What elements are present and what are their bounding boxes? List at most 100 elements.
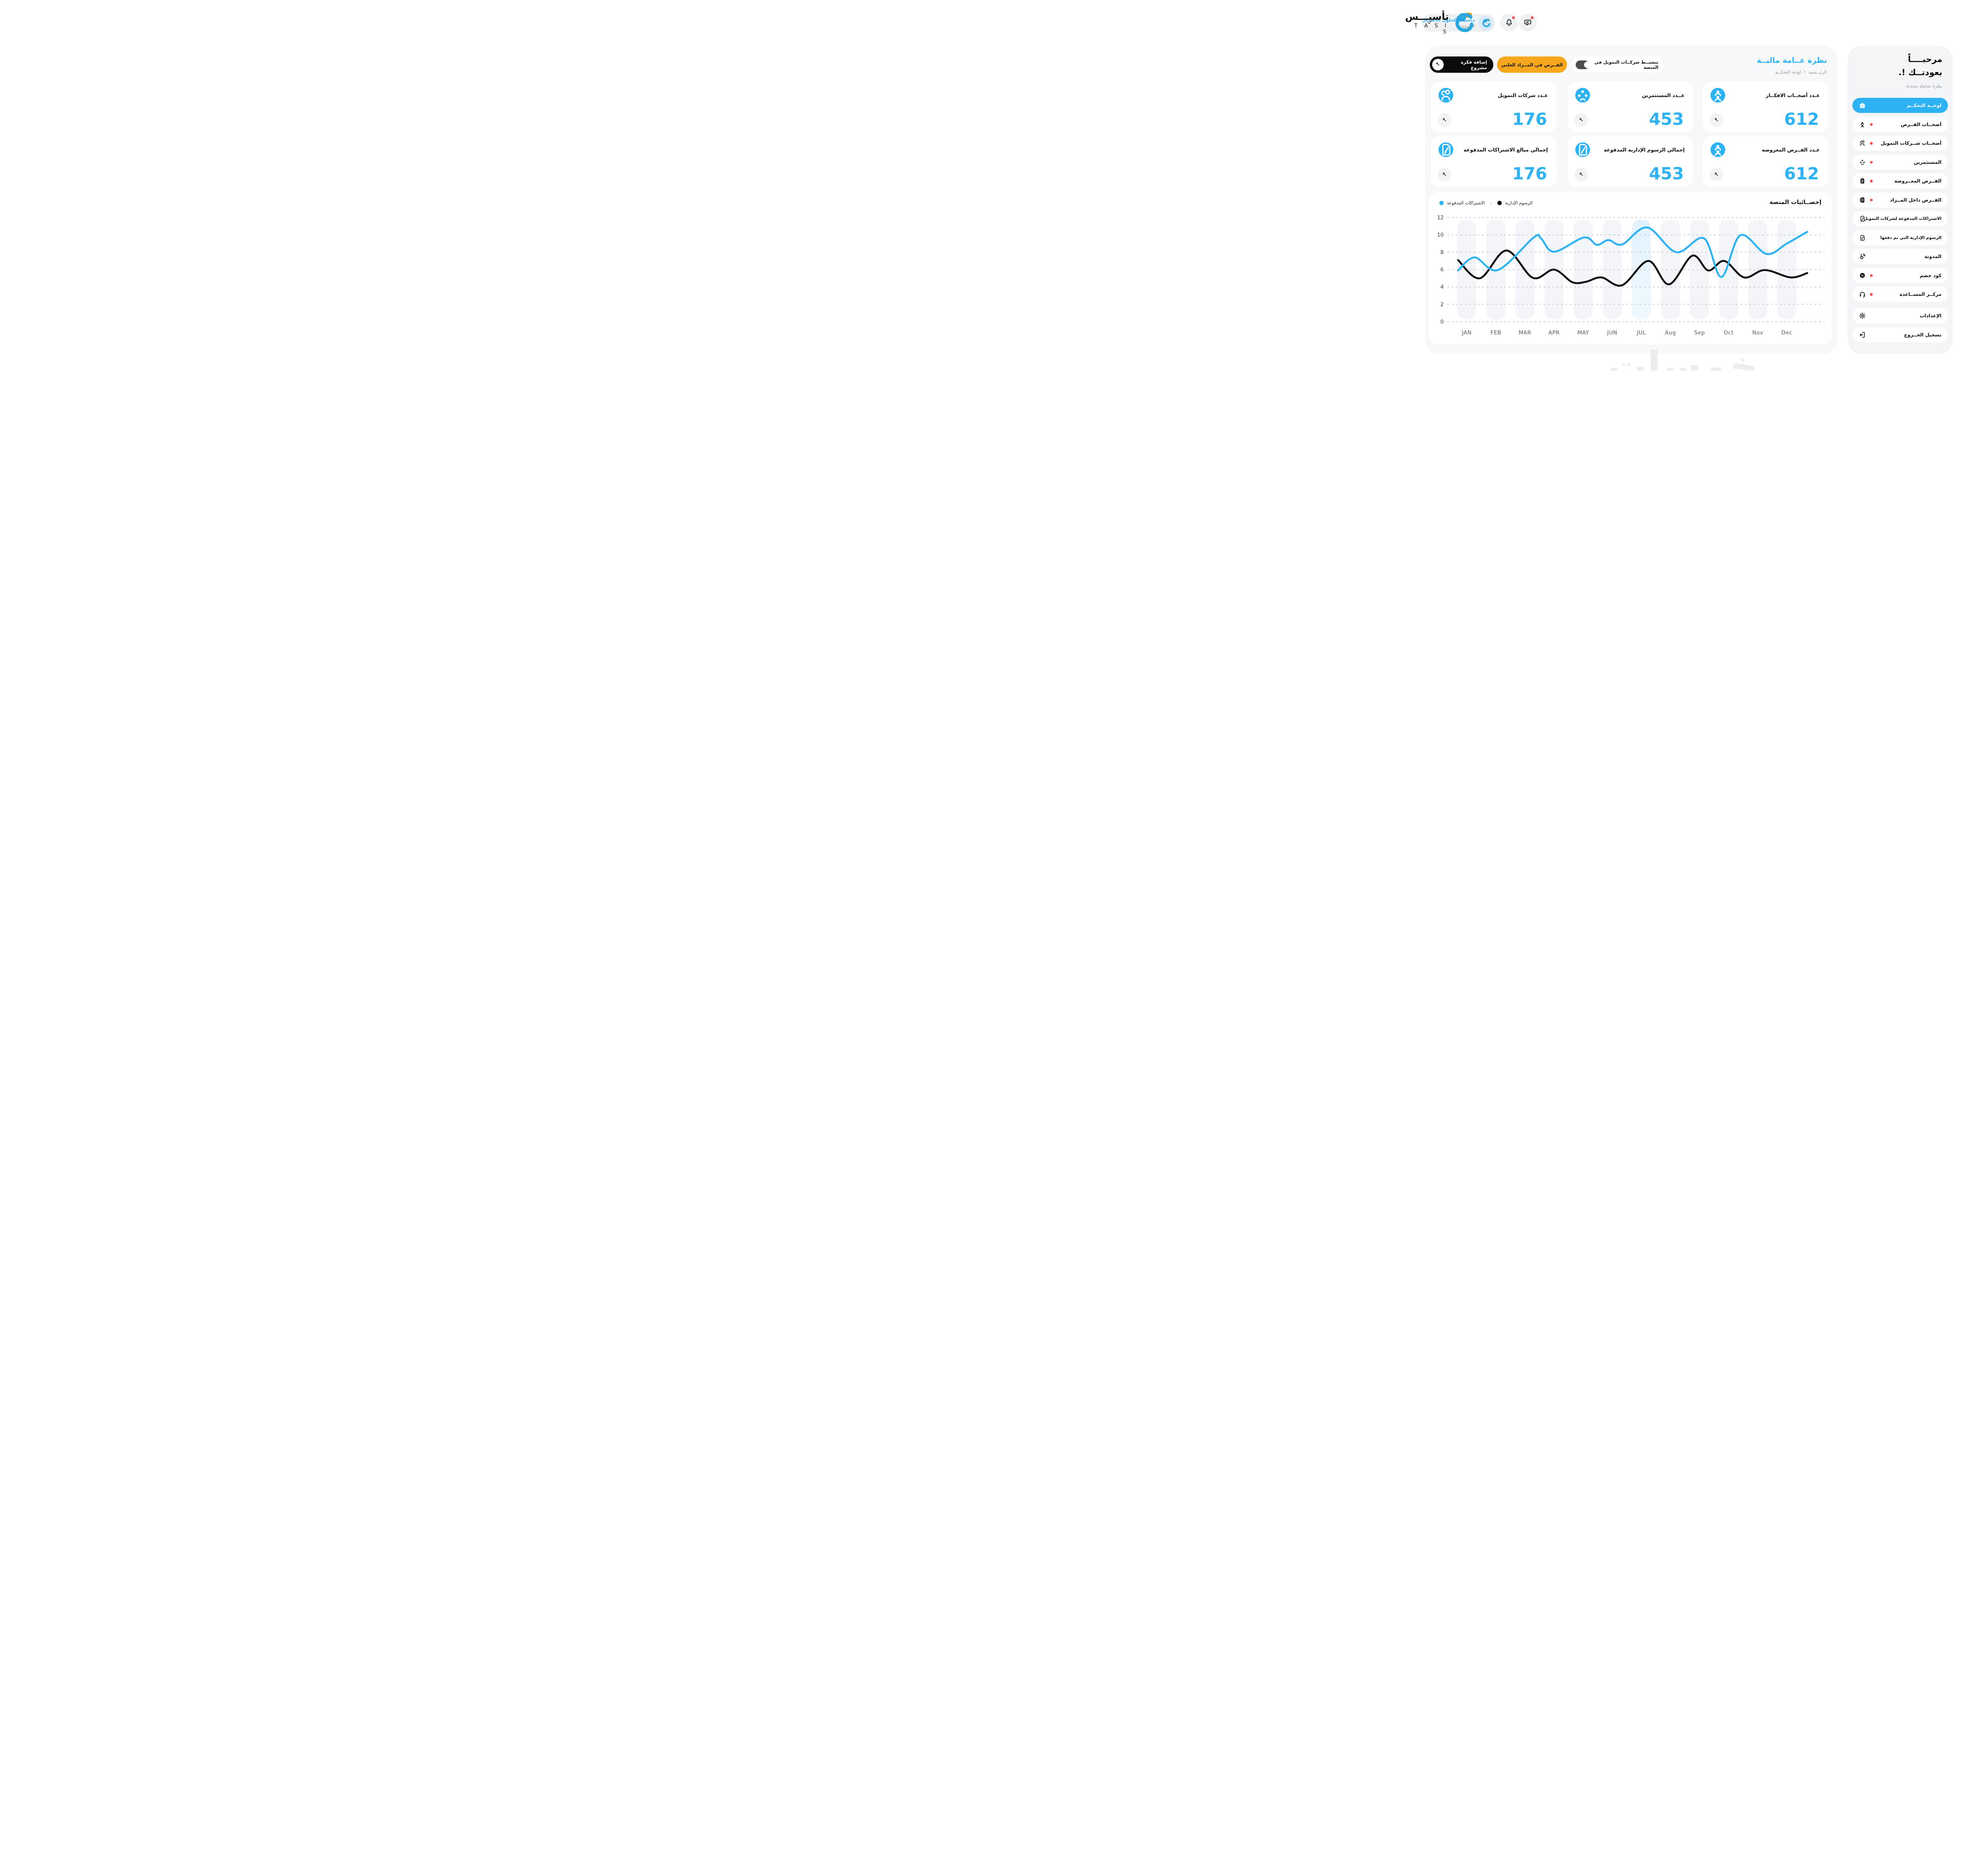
sidebar-item-label: تسجيل الخــروج bbox=[1904, 332, 1941, 338]
sidebar-item-gear[interactable]: الإعدادات bbox=[1852, 308, 1948, 323]
sidebar-item-logout[interactable]: تسجيل الخــروج bbox=[1852, 327, 1948, 342]
receipt-icon bbox=[1439, 142, 1453, 157]
stat-value: 176 bbox=[1512, 109, 1547, 129]
main-panel: نظرة عــامة ماليــة الرئيــسية ‹ لوحة ال… bbox=[1425, 46, 1837, 354]
sidebar-item-label: أصحــاب الفــرص bbox=[1901, 121, 1941, 127]
stat-value: 176 bbox=[1512, 164, 1547, 183]
chart-legend: الاشتراكات المدفوعة الرسوم الإدارية bbox=[1439, 200, 1533, 206]
sidebar-item-receipt[interactable]: الاشتراكات المدفوعة لشركات التمويل bbox=[1852, 211, 1948, 226]
sidebar-item-percent[interactable]: كود خصم bbox=[1852, 268, 1948, 283]
breadcrumb-home[interactable]: الرئيــسية bbox=[1808, 69, 1827, 75]
arrow-up-left-icon: ↖ bbox=[1432, 59, 1444, 70]
brand-logo: تأسيـــس T A S I S bbox=[1405, 11, 1474, 36]
tasis-admin-dashboard: تـأسيس لحلول الأعمـال المسؤول تأسيـــس T… bbox=[1377, 0, 1988, 371]
alert-dot bbox=[1870, 142, 1873, 145]
stat-label: إجمالي مبالغ الاشتراكات المدفوعة bbox=[1464, 147, 1548, 153]
sidebar-item-home[interactable]: لوحــة التحكــم bbox=[1852, 98, 1948, 113]
x-tick-label: JUN bbox=[1607, 330, 1617, 336]
x-tick-label: APR bbox=[1548, 330, 1559, 336]
arrow-up-left-icon[interactable]: ↖ bbox=[1710, 113, 1723, 127]
alert-dot bbox=[1870, 198, 1873, 201]
stat-label: عــدد المستثمرين bbox=[1642, 92, 1685, 98]
stat-value: 453 bbox=[1649, 109, 1684, 129]
sidebar-item-user[interactable]: أصحــاب شــركات التمويل bbox=[1852, 136, 1948, 151]
x-tick-label: JUL bbox=[1637, 330, 1646, 336]
alert-dot bbox=[1870, 123, 1873, 126]
sidebar-item-label: الإعدادات bbox=[1920, 313, 1941, 319]
watermark: خمسات bbox=[1607, 343, 1758, 371]
sidebar-item-blog[interactable]: المدونة bbox=[1852, 249, 1948, 264]
y-tick-label: 8 bbox=[1441, 250, 1444, 256]
bell-icon bbox=[1505, 18, 1513, 27]
gear-icon bbox=[1859, 312, 1866, 319]
sidebar-item-team[interactable]: أصحــاب الفــرص bbox=[1852, 117, 1948, 132]
stat-value: 453 bbox=[1649, 164, 1684, 183]
line-chart: 0 2 4 6 8 10 12 JAN FEB MAR APR MAY JUN JUL Aug Sep Oct N… bbox=[1432, 212, 1829, 341]
clipboard-icon bbox=[1859, 177, 1866, 185]
sidebar-item-label: الرسوم الإدارية التي تم دفعها bbox=[1880, 235, 1941, 240]
toggle-knob[interactable] bbox=[1584, 61, 1590, 68]
avatar bbox=[1478, 15, 1493, 31]
notifications-button[interactable] bbox=[1500, 14, 1518, 31]
logo-latin: T A S I S bbox=[1414, 23, 1449, 35]
arrow-up-left-icon[interactable]: ↖ bbox=[1438, 168, 1451, 181]
logo-arabic: تأسيـــس bbox=[1405, 11, 1449, 22]
sidebar: مرحبــــاً بعودتــك !. نظرة شاملة محدثة.… bbox=[1848, 46, 1953, 354]
receipt-icon bbox=[1859, 215, 1866, 222]
sidebar-item-group[interactable]: المستثمرين bbox=[1852, 154, 1948, 170]
x-tick-label: Nov bbox=[1752, 330, 1763, 336]
logo-swirl-icon bbox=[1452, 12, 1474, 34]
x-tick-label: MAR bbox=[1519, 330, 1532, 336]
arrow-up-left-icon[interactable]: ↖ bbox=[1710, 168, 1723, 181]
sidebar-item-label: مركــز المســاعدة bbox=[1899, 291, 1941, 297]
arrow-up-left-icon[interactable]: ↖ bbox=[1574, 168, 1588, 181]
stat-label: عـدد الفــرص المعروضة bbox=[1762, 147, 1820, 153]
public-auction-label: الفــرص في المــزاد العلني bbox=[1501, 62, 1563, 68]
group-icon bbox=[1575, 88, 1590, 103]
stat-label: إجمالي الرسوم الإدارية المدفوعة bbox=[1604, 147, 1685, 153]
sidebar-item-receipt[interactable]: الرسوم الإدارية التي تم دفعها bbox=[1852, 230, 1948, 245]
blog-icon bbox=[1859, 253, 1866, 260]
notification-badge bbox=[1512, 16, 1515, 19]
toggle-label: تنشيــط شركــات التمويل في المنصة bbox=[1594, 59, 1658, 70]
sidebar-item-label: الاشتراكات المدفوعة لشركات التمويل bbox=[1864, 216, 1941, 221]
alert-dot bbox=[1870, 161, 1873, 163]
team-icon bbox=[1710, 88, 1725, 103]
messages-button[interactable] bbox=[1519, 14, 1537, 31]
month-band bbox=[1690, 220, 1709, 319]
arrow-up-left-icon[interactable]: ↖ bbox=[1438, 113, 1451, 127]
x-tick-label: Oct bbox=[1724, 330, 1734, 336]
home-icon bbox=[1859, 102, 1866, 109]
sidebar-item-clipboard[interactable]: الفــرص المعــروضة bbox=[1852, 173, 1948, 188]
y-tick-label: 2 bbox=[1441, 302, 1444, 308]
breadcrumb: الرئيــسية ‹ لوحة التحكــم bbox=[1775, 69, 1827, 75]
message-badge bbox=[1531, 16, 1534, 19]
y-tick-label: 10 bbox=[1437, 232, 1444, 238]
user-icon bbox=[1859, 140, 1866, 147]
alert-dot bbox=[1870, 180, 1873, 183]
chevron-down-icon[interactable] bbox=[1427, 20, 1432, 25]
month-band bbox=[1777, 220, 1797, 319]
breadcrumb-current: لوحة التحكــم bbox=[1775, 69, 1801, 75]
welcome-subtitle: نظرة شاملة محدثة. bbox=[1905, 83, 1942, 89]
public-auction-button[interactable]: الفــرص في المــزاد العلني bbox=[1497, 56, 1567, 73]
x-tick-label: FEB bbox=[1491, 330, 1501, 336]
add-project-idea-button[interactable]: إضافة فكرة مشروع ↖ bbox=[1430, 56, 1493, 73]
y-tick-label: 6 bbox=[1441, 267, 1444, 273]
arrow-up-left-icon[interactable]: ↖ bbox=[1574, 113, 1588, 127]
sidebar-item-label: الفــرص المعــروضة bbox=[1894, 178, 1941, 184]
brand-swirl-icon bbox=[1481, 18, 1491, 28]
receipt-icon bbox=[1859, 234, 1866, 241]
stat-card: عـدد أصحــاب الافكــار 612 ↖ bbox=[1703, 82, 1829, 132]
sidebar-item-label: المستثمرين bbox=[1914, 159, 1942, 165]
sidebar-item-label: الفــرص داخل المــزاد bbox=[1890, 197, 1941, 203]
alert-dot bbox=[1870, 274, 1873, 277]
group-icon bbox=[1859, 159, 1866, 166]
alert-dot bbox=[1870, 293, 1873, 296]
sidebar-item-headset[interactable]: مركــز المســاعدة bbox=[1852, 287, 1948, 302]
funding-companies-toggle[interactable] bbox=[1576, 60, 1590, 69]
stat-value: 612 bbox=[1784, 164, 1819, 183]
sidebar-item-notebook[interactable]: الفــرص داخل المــزاد bbox=[1852, 192, 1948, 208]
stat-label: عـدد أصحــاب الافكــار bbox=[1766, 92, 1820, 98]
percent-icon bbox=[1859, 272, 1866, 279]
